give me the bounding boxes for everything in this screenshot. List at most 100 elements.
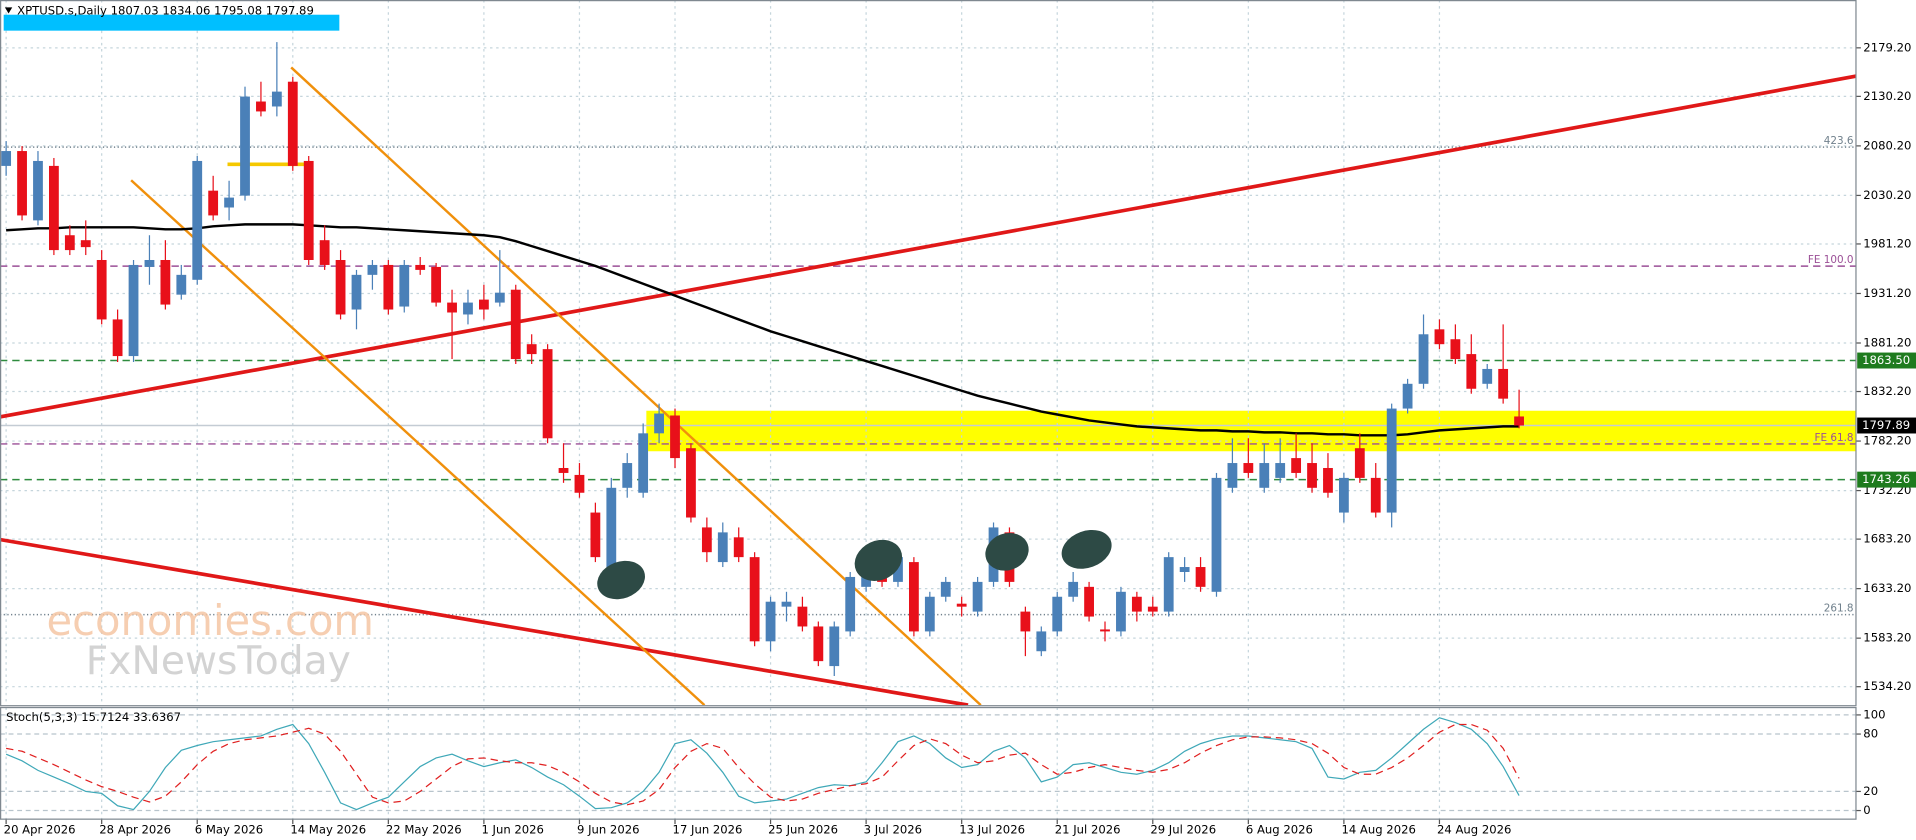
candle-body <box>845 576 856 632</box>
candle-body <box>1243 463 1254 473</box>
candle-body <box>670 415 680 459</box>
candle-body <box>1211 477 1222 592</box>
candle-body <box>49 165 59 251</box>
y-tick-label: 1534.20 <box>1863 679 1911 693</box>
candle-body <box>1275 463 1286 478</box>
candle-body <box>606 487 617 568</box>
candle-body <box>1370 477 1381 513</box>
highlight-ellipse <box>597 560 645 600</box>
candle-body <box>908 562 919 632</box>
candle-body <box>1450 339 1461 360</box>
price-box-label: 1863.50 <box>1862 353 1910 367</box>
candle-body <box>510 289 521 360</box>
stoch-line <box>5 717 1520 811</box>
chart-title: XPTUSD.s,Daily 1807.03 1834.06 1795.08 1… <box>17 4 314 18</box>
candle-body <box>1084 586 1094 617</box>
candle-body <box>924 596 935 632</box>
candle-body <box>1147 606 1158 612</box>
y-tick-label: 1881.20 <box>1863 335 1911 349</box>
y-tick-label: 2080.20 <box>1863 138 1911 152</box>
candle-body <box>176 274 187 295</box>
y-tick-label: 1782.20 <box>1863 434 1911 448</box>
candle-body <box>271 91 282 107</box>
candle-body <box>160 259 171 305</box>
candle-body <box>1227 463 1238 488</box>
candle-body <box>33 160 43 221</box>
candle-body <box>1498 368 1509 399</box>
candle-body <box>447 302 457 313</box>
moving-average <box>6 223 1520 437</box>
y-tick-label: 80 <box>1863 727 1878 741</box>
price-box <box>1857 417 1916 434</box>
candle-body <box>829 626 840 667</box>
level-label: FE 100.0 <box>1808 254 1854 266</box>
candle-body <box>956 603 967 607</box>
candle-body <box>1100 629 1110 632</box>
candle-body <box>638 433 649 493</box>
candle-body <box>479 299 489 310</box>
y-tick-label: 2179.20 <box>1863 40 1911 54</box>
x-tick-label: 1 Jun 2026 <box>481 823 544 837</box>
x-tick-label: 6 May 2026 <box>195 823 263 837</box>
x-tick-label: 14 Aug 2026 <box>1341 823 1415 837</box>
candle-body <box>542 349 553 439</box>
candle-body <box>1052 596 1063 632</box>
candle-body <box>192 160 203 280</box>
candle-body <box>1131 596 1142 612</box>
candle-body <box>1354 448 1365 478</box>
trend-line <box>290 66 982 706</box>
candle-body <box>351 274 362 310</box>
x-tick-label: 21 Jul 2026 <box>1055 823 1121 837</box>
y-tick-label: 1981.20 <box>1863 236 1911 250</box>
candle-body <box>1418 334 1429 384</box>
x-tick-label: 3 Jul 2026 <box>864 823 922 837</box>
stoch-frame <box>0 706 1857 820</box>
candle-body <box>765 601 776 642</box>
x-tick-label: 29 Jul 2026 <box>1150 823 1216 837</box>
trend-line <box>0 74 1856 419</box>
candle-body <box>1291 458 1302 473</box>
candle-body <box>590 512 601 558</box>
candle-body <box>128 264 139 357</box>
level-label: 261.8 <box>1824 602 1854 614</box>
highlight-ellipse <box>985 532 1029 571</box>
x-tick-label: 25 Jun 2026 <box>768 823 838 837</box>
level-label: 423.6 <box>1824 135 1854 147</box>
candle-body <box>1036 631 1047 652</box>
candle-body <box>1338 477 1349 513</box>
candle-body <box>144 259 155 267</box>
candle-body <box>797 606 808 627</box>
x-tick-label: 28 Apr 2026 <box>99 823 171 837</box>
candle-body <box>717 532 728 563</box>
candle-body <box>1068 581 1079 597</box>
y-tick-label: 1832.20 <box>1863 384 1911 398</box>
stoch-pane <box>0 707 1856 820</box>
trend-line <box>0 537 969 706</box>
candle-body <box>80 240 91 248</box>
x-tick-label: 22 May 2026 <box>386 823 462 837</box>
candle-body <box>733 537 744 558</box>
candle-body <box>463 302 473 315</box>
candle-body <box>399 264 410 307</box>
candle-body <box>1323 467 1333 493</box>
candle-body <box>1 151 12 166</box>
candle-body <box>96 259 107 320</box>
x-tick-label: 17 Jun 2026 <box>673 823 743 837</box>
x-tick-label: 20 Apr 2026 <box>4 823 76 837</box>
candle-body <box>415 264 426 270</box>
stoch-line <box>6 723 1520 806</box>
candle-body <box>1434 329 1445 345</box>
candle-body <box>701 527 712 553</box>
candle-body <box>1195 567 1206 587</box>
highlight-ellipse <box>854 539 903 581</box>
candle-body <box>526 344 537 355</box>
candle-body <box>1259 463 1270 488</box>
candle-body <box>574 474 585 493</box>
y-tick-label: 100 <box>1863 707 1885 721</box>
candle-body <box>112 319 123 357</box>
candle-body <box>1514 416 1524 426</box>
candle-body <box>64 235 75 251</box>
candle-body <box>654 413 664 434</box>
